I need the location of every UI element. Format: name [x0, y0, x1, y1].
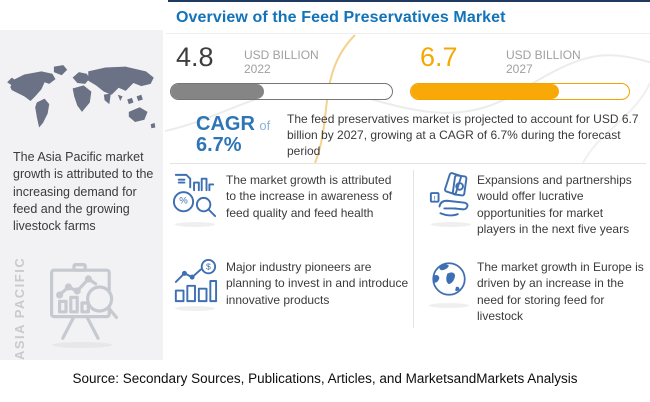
icon-shadow	[431, 222, 471, 227]
globe-icon	[428, 258, 474, 304]
source-line: Source: Secondary Sources, Publications,…	[72, 371, 578, 386]
insight-1-text: The market growth is attributed to the i…	[226, 173, 393, 220]
cagr-label: CAGR	[196, 113, 255, 135]
stat-2027-year: 2027	[506, 62, 533, 77]
horizontal-divider	[170, 163, 646, 164]
stat-2027-value: 6.7	[420, 42, 458, 72]
icon-shadow	[175, 222, 215, 227]
insight-2-text: Expansions and partnerships would offer …	[477, 173, 632, 236]
stat-2022-year: 2022	[244, 62, 271, 77]
insight-4-text: The market growth in Europe is driven by…	[477, 260, 644, 323]
icon-shadow	[429, 303, 469, 308]
cagr-block: CAGR of	[196, 113, 270, 136]
growth-investment-icon: $	[172, 258, 218, 304]
insight-3-text: Major industry pioneers are planning to …	[226, 260, 409, 307]
chart-easel-magnifier-icon	[42, 262, 122, 344]
top-accent-rule	[168, 0, 650, 2]
svg-text:$: $	[206, 262, 211, 272]
cagr-of: of	[259, 118, 271, 133]
market-summary: The feed preservatives market is project…	[287, 112, 639, 159]
progress-fill-2022	[171, 84, 264, 99]
vertical-divider	[413, 170, 414, 328]
stat-2022-unit: USD BILLION 2022	[244, 48, 319, 77]
stat-2022-value: 4.8	[176, 42, 214, 72]
svg-text:%: %	[179, 196, 188, 207]
world-map-icon	[4, 58, 160, 144]
page-title: Overview of the Feed Preservatives Marke…	[176, 9, 506, 26]
money-hand-icon: !	[428, 172, 474, 218]
progress-bar-2027	[410, 83, 630, 100]
market-analysis-icon: %	[172, 172, 218, 218]
easel-shadow	[52, 342, 112, 348]
stat-2022-unit-label: USD BILLION	[244, 48, 319, 62]
stat-2027-unit-label: USD BILLION	[506, 48, 581, 62]
svg-text:!: !	[434, 194, 436, 203]
sidebar-note: The Asia Pacific market growth is attrib…	[13, 150, 154, 233]
stat-2027-unit: USD BILLION 2027	[506, 48, 581, 77]
progress-fill-2027	[411, 84, 560, 99]
region-label: ASIA PACIFIC	[12, 256, 27, 360]
progress-bar-2022	[170, 83, 393, 100]
icon-shadow	[175, 306, 215, 311]
asia-pacific-sidebar: The Asia Pacific market growth is attrib…	[0, 30, 163, 360]
cagr-value: 6.7%	[196, 134, 242, 156]
card-top-edge	[166, 33, 650, 34]
